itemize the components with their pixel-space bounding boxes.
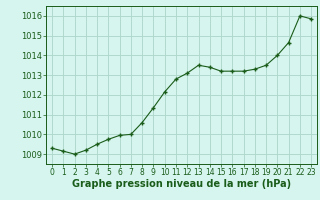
X-axis label: Graphe pression niveau de la mer (hPa): Graphe pression niveau de la mer (hPa) xyxy=(72,179,291,189)
